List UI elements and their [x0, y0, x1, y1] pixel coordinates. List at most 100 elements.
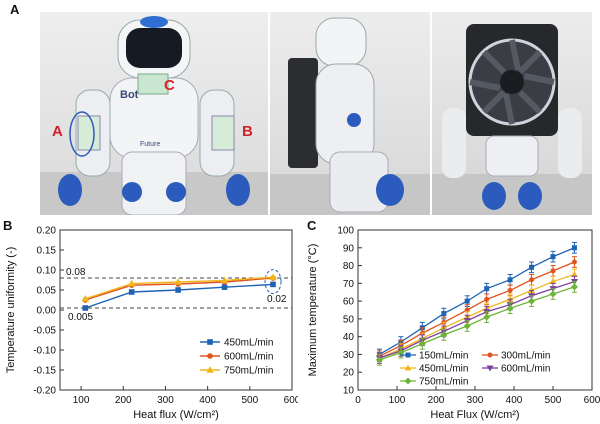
data-point [506, 304, 514, 312]
chart-b: 0.08 0.005 0.02 100 200 300 400 500 600 -0.20 -0.… [5, 226, 298, 422]
annotation-right: 0.02 [267, 294, 287, 305]
y-tick-label: 90 [343, 243, 355, 254]
chart-b-ylabel: Temperature uniformity (-) [5, 247, 17, 374]
data-point [570, 283, 578, 291]
y-tick-label: 60 [343, 297, 355, 308]
legend-marker [207, 353, 213, 359]
panel-label-c: C [307, 218, 317, 233]
y-tick-label: 0.00 [37, 306, 57, 317]
y-tick-label: 100 [337, 226, 354, 237]
data-point [418, 340, 426, 348]
data-point [529, 277, 535, 283]
annotation-upper: 0.08 [66, 267, 86, 278]
series-line [379, 286, 575, 361]
data-point [550, 254, 556, 260]
legend-marker [486, 365, 494, 372]
legend-marker [404, 377, 412, 385]
data-point [463, 322, 471, 330]
y-tick-label: 10 [343, 386, 355, 397]
y-tick-label: 0.15 [37, 246, 57, 257]
data-point [128, 289, 135, 295]
photo-label-c: C [164, 77, 175, 94]
x-tick-label: 600 [284, 395, 298, 406]
robot-side-illustration [270, 17, 430, 215]
data-point [464, 298, 470, 304]
data-point [220, 276, 229, 284]
chart-b-xlabel: Heat flux (W/cm²) [133, 409, 219, 421]
legend-marker [487, 352, 493, 358]
data-point [483, 313, 491, 321]
x-tick-label: 500 [545, 395, 562, 406]
data-point [269, 273, 277, 280]
annotation-lower: 0.005 [68, 312, 93, 323]
y-tick-label: 40 [343, 332, 355, 343]
robot-front-photo: Bot Future A B C [40, 12, 268, 215]
legend-marker [206, 366, 214, 373]
series-line [379, 273, 575, 359]
data-point [507, 277, 513, 283]
y-tick-label: -0.20 [33, 386, 56, 397]
x-tick-label: 400 [506, 395, 523, 406]
legend-label: 450mL/min [419, 364, 468, 375]
data-point [484, 286, 490, 292]
chart-c-xlabel: Heat Flux (W/cm²) [430, 409, 519, 421]
chart-c-ylabel: Maximum temperature (°C) [307, 244, 319, 377]
data-point [270, 281, 276, 288]
photo-label-b: B [242, 123, 253, 140]
data-point [221, 284, 228, 290]
data-point [549, 278, 557, 285]
y-tick-label: 70 [343, 279, 355, 290]
data-point [570, 270, 578, 277]
data-point [571, 259, 577, 265]
data-point [397, 349, 405, 357]
y-tick-label: 50 [343, 314, 355, 325]
data-point [441, 311, 447, 317]
robot-back-photo [432, 12, 592, 215]
robot-back-illustration [432, 24, 592, 215]
x-tick-label: 300 [157, 395, 174, 406]
robot-chest-text: Bot [120, 89, 139, 101]
x-tick-label: 500 [241, 395, 258, 406]
chart-c-frame [357, 229, 593, 391]
data-point [529, 264, 535, 270]
legend-label: 750mL/min [224, 366, 273, 377]
y-tick-label: 0.20 [37, 226, 57, 237]
data-point [127, 279, 136, 287]
y-tick-label: -0.05 [33, 326, 56, 337]
highlight-ellipse [264, 269, 282, 295]
legend-marker [405, 352, 411, 358]
data-point [440, 331, 448, 339]
data-point [82, 305, 89, 311]
data-point [81, 295, 90, 302]
x-tick-label: 300 [467, 395, 484, 406]
y-tick-label: 0.05 [37, 286, 57, 297]
robot-side-photo [270, 12, 430, 215]
x-tick-label: 400 [199, 395, 216, 406]
legend-label: 600mL/min [501, 364, 550, 375]
legend-label: 300mL/min [501, 351, 550, 362]
data-point [464, 307, 470, 313]
robot-front-illustration: Bot Future A B C [40, 16, 268, 215]
data-point [174, 278, 182, 285]
data-point [507, 287, 513, 293]
x-tick-label: 100 [73, 395, 90, 406]
y-tick-label: 30 [343, 350, 355, 361]
y-tick-label: 20 [343, 368, 355, 379]
panel-label-b: B [3, 218, 13, 233]
legend-label: 600mL/min [224, 352, 273, 363]
data-point [550, 268, 556, 274]
data-point [175, 287, 181, 293]
data-point [484, 296, 490, 302]
y-tick-label: 80 [343, 261, 355, 272]
data-point [375, 356, 383, 364]
y-tick-label: -0.15 [33, 366, 56, 377]
y-tick-label: 0.10 [37, 266, 57, 277]
chart-c: 0 100 200 300 400 500 600 10 20 30 40 50 60 70 80 90 100… [307, 226, 600, 422]
x-tick-label: 600 [584, 395, 600, 406]
legend-label: 150mL/min [419, 351, 468, 362]
series-line [379, 280, 575, 359]
series-line [379, 247, 575, 356]
data-point [549, 290, 557, 298]
y-tick-label: -0.10 [33, 346, 56, 357]
panel-label-a: A [10, 2, 20, 17]
